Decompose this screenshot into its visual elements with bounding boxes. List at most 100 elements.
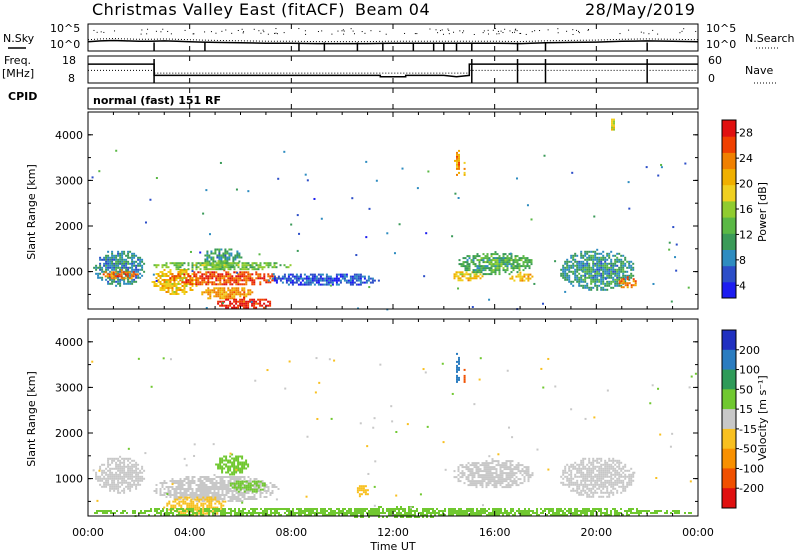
echo-cell-5 (302, 510, 304, 512)
echo-cell-5 (250, 512, 252, 514)
echo-cell-5 (388, 510, 390, 512)
echo-cell-5 (364, 510, 366, 512)
echo-cell-2 (179, 283, 182, 285)
echo-cell-3 (247, 273, 250, 276)
echo-cell-11 (618, 284, 621, 287)
echo-cell-5 (684, 512, 686, 514)
echo-cell-3 (235, 457, 238, 460)
echo-cell-5 (382, 512, 384, 514)
echo-cell-0 (107, 264, 110, 267)
echo-cell-8 (566, 475, 569, 478)
echo-cell-8 (584, 465, 587, 468)
echo-cell-9 (468, 263, 471, 266)
echo-cell-13 (329, 275, 332, 278)
echo-cell-7 (501, 466, 504, 469)
echo-cell-1 (245, 498, 248, 500)
echo-cell-4 (247, 293, 250, 296)
echo-cell-5 (241, 304, 244, 307)
echo-cell-5 (310, 514, 312, 516)
echo-cell-0 (125, 262, 128, 265)
echo-cell-5 (256, 508, 258, 510)
echo-cell-4 (261, 482, 264, 485)
scatter-cell (205, 189, 208, 192)
echo-cell-1 (235, 478, 238, 480)
echo-cell-5 (530, 514, 532, 516)
echo-cell-0 (105, 254, 108, 257)
echo-cell-8 (568, 481, 571, 484)
echo-cell-11 (574, 274, 577, 277)
echo-cell-1 (195, 500, 198, 502)
scatter-cell (457, 287, 460, 290)
noise-sample (531, 31, 533, 33)
echo-cell-3 (221, 283, 224, 286)
echo-cell-11 (592, 266, 595, 269)
echo-cell-7 (465, 476, 468, 479)
echo-cell-8 (572, 489, 575, 492)
echo-cell-8 (612, 469, 615, 472)
echo-cell-1 (249, 498, 252, 500)
echo-cell-5 (234, 512, 236, 514)
echo-cell-0 (131, 469, 134, 472)
noise-sample (482, 32, 484, 34)
echo-cell-1 (237, 500, 240, 502)
echo-cell-2 (171, 293, 174, 295)
echo-cell-2 (186, 504, 189, 507)
echo-cell-5 (222, 508, 224, 510)
echo-cell-5 (314, 514, 316, 516)
echo-cell-5 (252, 510, 254, 512)
echo-cell-6 (206, 252, 209, 255)
echo-cell-7 (519, 478, 522, 481)
echo-cell-8 (459, 277, 462, 280)
echo-cell-0 (121, 258, 124, 261)
echo-cell-11 (616, 278, 619, 281)
echo-cell-11 (606, 268, 609, 271)
scatter-cell (675, 269, 678, 272)
echo-cell-0 (127, 278, 130, 281)
echo-cell-8 (457, 279, 460, 282)
echo-cell-3 (233, 271, 236, 274)
echo-cell-8 (606, 463, 609, 466)
echo-cell-13 (307, 275, 310, 278)
echo-cell-6 (236, 252, 239, 255)
echo-cell-4 (235, 289, 238, 292)
echo-cell-5 (239, 302, 242, 305)
echo-cell-3 (229, 279, 232, 282)
echo-cell-3 (241, 275, 244, 278)
echo-cell-8 (598, 475, 601, 478)
echo-cell-11 (610, 260, 613, 263)
echo-cell-4 (213, 289, 216, 292)
echo-cell-11 (582, 278, 585, 281)
echo-cell-9 (486, 273, 489, 276)
echo-cell-11 (606, 282, 609, 285)
echo-cell-1 (189, 494, 192, 496)
echo-cell-2 (175, 277, 178, 279)
echo-cell-13 (353, 275, 356, 278)
echo-cell-5 (516, 510, 518, 512)
echo-cell-7 (457, 480, 460, 483)
echo-cell-0 (95, 475, 98, 478)
echo-cell-5 (276, 510, 278, 512)
echo-cell-2 (177, 281, 180, 283)
echo-cell-7 (487, 480, 490, 483)
echo-cell-4 (239, 480, 242, 483)
echo-cell-5 (452, 508, 454, 510)
echo-cell-7 (527, 478, 530, 481)
echo-cell-0 (107, 280, 110, 283)
echo-cell-10 (527, 277, 530, 280)
echo-cell-5 (550, 510, 552, 512)
echo-cell-3 (221, 277, 224, 280)
echo-cell-8 (594, 465, 597, 468)
echo-cell-5 (636, 508, 638, 510)
echo-cell-10 (517, 275, 520, 278)
scatter-cell (202, 212, 205, 215)
echo-cell-6 (214, 260, 217, 263)
echo-cell-7 (499, 484, 502, 487)
echo-cell-3 (263, 275, 266, 278)
echo-cell-8 (562, 477, 565, 480)
echo-cell-5 (272, 508, 274, 510)
echo-cell-11 (614, 268, 617, 271)
echo-cell-8 (461, 273, 464, 276)
scatter-cell (542, 302, 545, 305)
echo-cell-8 (453, 277, 456, 280)
echo-cell-5 (436, 508, 438, 510)
